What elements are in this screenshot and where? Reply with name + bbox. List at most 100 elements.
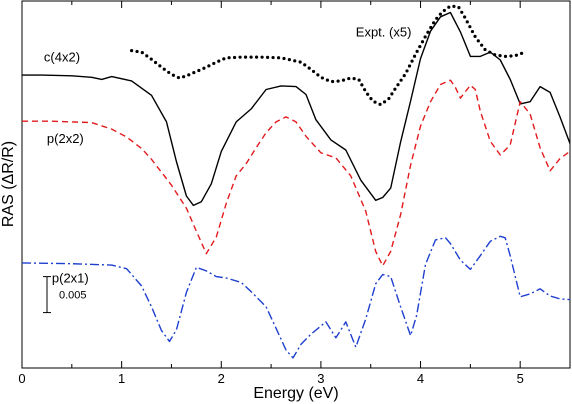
series-point xyxy=(311,69,316,74)
scale-bar-label: 0.005 xyxy=(59,290,87,302)
series-point xyxy=(407,64,412,68)
series-point xyxy=(298,60,302,64)
series-point xyxy=(202,66,206,70)
series-point xyxy=(426,30,430,34)
series-p-2x2-line xyxy=(22,79,571,267)
series-point xyxy=(217,59,221,63)
series-point xyxy=(260,55,264,59)
series-point xyxy=(438,12,442,16)
series-point xyxy=(182,75,186,79)
series-point xyxy=(483,47,487,52)
series-point xyxy=(429,25,433,30)
series-point xyxy=(271,55,275,60)
series-label-p-2x1: p(2x1) xyxy=(52,270,89,285)
series-point xyxy=(336,79,340,83)
series-point xyxy=(432,21,436,25)
series-point xyxy=(130,49,134,53)
series-point xyxy=(341,78,346,82)
series-point xyxy=(187,73,191,77)
series-expt-x5-dots xyxy=(130,4,524,106)
x-axis-ticks: 0 1 2 3 4 5 xyxy=(18,1,524,386)
series-point xyxy=(145,54,149,58)
series-point xyxy=(167,70,171,75)
series-point xyxy=(390,92,394,96)
series-point xyxy=(227,56,231,60)
y-axis-label: RAS (ΔR/R) xyxy=(0,141,17,227)
series-point xyxy=(393,87,397,91)
x-tick-label-0: 0 xyxy=(18,371,25,386)
series-point xyxy=(465,20,469,24)
series-point xyxy=(197,68,201,73)
series-point xyxy=(402,74,406,78)
series-point xyxy=(276,56,281,60)
series-point xyxy=(265,55,270,59)
series-label-c-4x2: c(4x2) xyxy=(44,49,80,64)
series-point xyxy=(158,64,162,68)
series-point xyxy=(463,15,467,19)
series-point xyxy=(452,4,456,8)
series-point xyxy=(399,78,403,82)
series-label-expt-x5: Expt. (x5) xyxy=(356,24,412,39)
series-point xyxy=(347,76,351,81)
series-point xyxy=(387,96,391,101)
series-point xyxy=(243,55,248,59)
series-point xyxy=(382,100,387,104)
series-point xyxy=(476,39,480,43)
x-tick-label-1: 1 xyxy=(118,371,125,386)
series-point xyxy=(171,73,175,77)
series-point xyxy=(192,71,196,75)
series-point xyxy=(162,67,166,71)
series-point xyxy=(480,43,484,47)
series-layer xyxy=(21,4,571,359)
series-point xyxy=(498,54,502,58)
series-point xyxy=(149,57,153,61)
series-point xyxy=(396,83,400,87)
series-point xyxy=(442,8,446,13)
series-point xyxy=(418,44,422,49)
series-point xyxy=(366,92,370,96)
series-point xyxy=(320,76,324,80)
series-point xyxy=(373,100,377,104)
series-point xyxy=(447,5,451,9)
series-point xyxy=(468,25,472,29)
series-point xyxy=(405,69,409,73)
series-point xyxy=(357,78,361,82)
series-point xyxy=(140,51,144,55)
series-point xyxy=(473,34,477,38)
series-point xyxy=(503,54,508,58)
series-point xyxy=(470,29,475,34)
series-point xyxy=(435,16,439,20)
series-p-2x1-line xyxy=(21,235,571,359)
series-point xyxy=(282,56,286,61)
series-point xyxy=(325,78,330,82)
series-point xyxy=(238,55,242,59)
series-point xyxy=(412,54,417,58)
series-label-p-2x2: p(2x2) xyxy=(47,131,84,146)
series-point xyxy=(460,10,464,14)
series-point xyxy=(249,55,253,59)
series-point xyxy=(519,51,524,55)
x-tick-label-3: 3 xyxy=(317,371,324,386)
series-point xyxy=(331,79,335,84)
series-point xyxy=(316,73,320,77)
series-point xyxy=(360,83,364,87)
series-point xyxy=(303,63,307,67)
series-point xyxy=(415,49,419,53)
series-point xyxy=(352,76,356,81)
series-c-4x2-line xyxy=(22,11,571,207)
series-point xyxy=(293,59,297,63)
x-tick-label-5: 5 xyxy=(517,371,524,386)
series-point xyxy=(307,66,311,70)
x-tick-label-2: 2 xyxy=(218,371,225,386)
series-point xyxy=(232,55,237,60)
series-labels: Expt. (x5) c(4x2) p(2x2) p(2x1) xyxy=(44,24,411,285)
series-point xyxy=(363,88,367,92)
series-point xyxy=(378,102,382,106)
series-point xyxy=(222,57,226,61)
series-point xyxy=(423,35,427,39)
series-point xyxy=(509,54,513,58)
x-axis-label: Energy (eV) xyxy=(253,385,338,402)
series-point xyxy=(207,64,211,68)
series-point xyxy=(135,49,139,54)
